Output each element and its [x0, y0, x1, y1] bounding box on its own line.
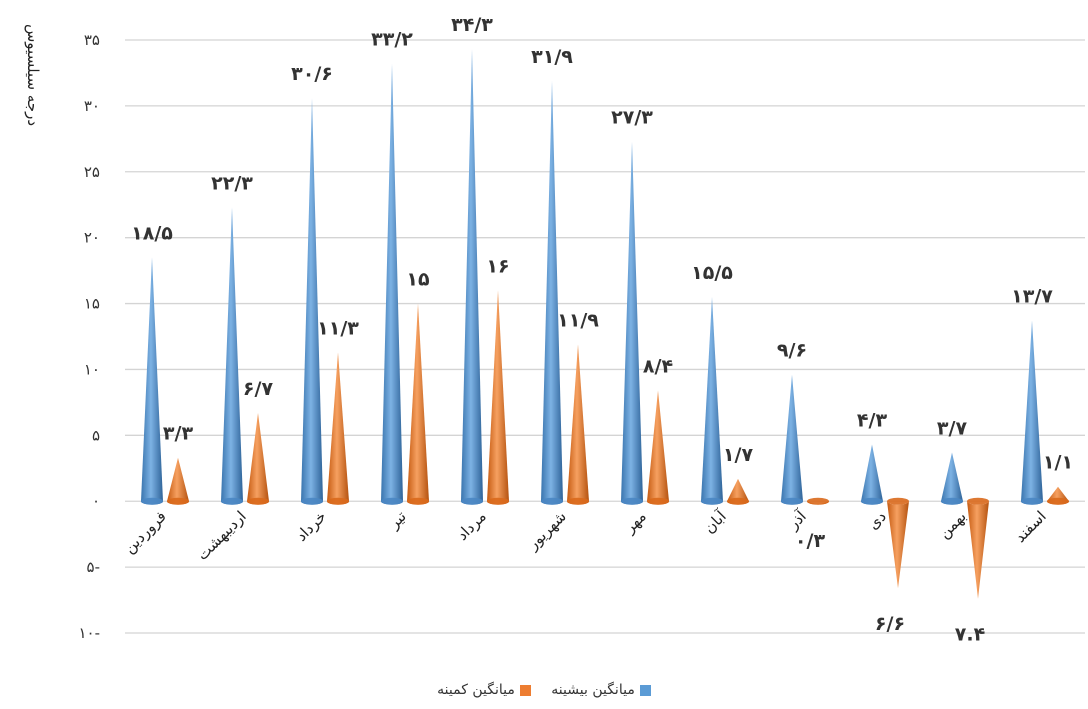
- min-temp-cone: [407, 303, 429, 505]
- max-temp-cone: [221, 207, 243, 505]
- min-temp-cone: [487, 290, 509, 505]
- max-data-label: ۳۱/۹: [531, 46, 573, 68]
- x-category-label: شهریور: [523, 507, 570, 554]
- y-tick-label: ۲۵: [84, 163, 100, 181]
- min-temp-cone: [567, 344, 589, 505]
- x-category-label: آبان: [700, 507, 730, 537]
- min-data-label: ۱/۷: [723, 444, 754, 466]
- legend-item-max: میانگین بیشینه: [551, 682, 651, 698]
- max-data-label: ۳/۷: [937, 417, 968, 439]
- min-temp-cone: [887, 497, 910, 589]
- max-data-label: ۲۲/۳: [211, 172, 253, 194]
- max-temp-cone: [861, 444, 883, 505]
- max-data-label: ۲۷/۳: [611, 106, 653, 128]
- min-data-label: ۰/۳: [795, 530, 826, 552]
- legend: میانگین بیشینه میانگین کمینه: [0, 682, 1088, 700]
- x-category-label: مرداد: [453, 507, 490, 544]
- x-category-label: اردیبهشت: [193, 507, 249, 563]
- y-tick-label: ۵: [92, 426, 100, 444]
- max-temp-cone: [701, 296, 723, 505]
- min-data-label: ۱۱/۹: [557, 309, 599, 331]
- y-tick-label: ۱۰-: [78, 624, 100, 642]
- max-temp-cone: [301, 97, 323, 505]
- max-data-label: ۱۳/۷: [1011, 286, 1053, 308]
- min-temp-cone: [1047, 486, 1069, 505]
- x-category-label: اسفند: [1011, 507, 1050, 546]
- max-data-label: ۱۸/۵: [131, 222, 173, 244]
- x-category-label: تیر: [384, 507, 409, 532]
- min-temp-cone: [167, 457, 189, 505]
- y-tick-label: ۳۰: [84, 97, 100, 115]
- min-data-label: ۱۵: [406, 269, 430, 291]
- y-tick-label: ۱۵: [84, 295, 100, 313]
- min-data-label: ۷.۴: [955, 624, 985, 646]
- max-temp-cone: [141, 257, 163, 505]
- x-category-label: فروردین: [120, 507, 170, 557]
- y-axis-title: درجه سیلسیوس: [24, 23, 42, 127]
- x-category-label: مهر: [620, 507, 650, 537]
- legend-item-min: میانگین کمینه: [437, 682, 531, 698]
- legend-swatch-max: [639, 684, 651, 696]
- y-tick-label: ۵-: [87, 558, 100, 576]
- min-data-label: ۸/۴: [643, 356, 673, 378]
- min-data-label: ۶/۶: [875, 613, 905, 635]
- min-temp-cone: [807, 497, 830, 506]
- min-data-label: ۳/۳: [163, 423, 194, 445]
- min-temp-cone: [327, 352, 349, 505]
- max-data-label: ۹/۶: [777, 340, 807, 362]
- y-tick-label: ۲۰: [84, 229, 100, 247]
- min-data-label: ۱۱/۳: [317, 317, 359, 339]
- max-data-label: ۱۵/۵: [691, 262, 733, 284]
- legend-label-max: میانگین بیشینه: [551, 682, 635, 698]
- y-tick-label: ۰: [92, 492, 100, 510]
- max-temp-cone: [1021, 320, 1043, 505]
- max-temp-cone: [541, 80, 563, 505]
- max-data-label: ۴/۳: [857, 410, 888, 432]
- max-temp-cone: [621, 141, 643, 505]
- max-temp-cone: [461, 49, 483, 505]
- min-temp-cone: [967, 497, 990, 599]
- min-data-label: ۱۶: [486, 255, 509, 277]
- x-category-label: دی: [864, 507, 890, 533]
- max-data-label: ۳۴/۳: [451, 14, 493, 36]
- min-temp-cone: [247, 412, 269, 505]
- min-temp-cone: [727, 478, 749, 505]
- max-temp-cone: [381, 63, 403, 505]
- max-data-label: ۳۰/۶: [291, 63, 333, 85]
- x-category-label: خرداد: [292, 507, 330, 545]
- legend-label-min: میانگین کمینه: [437, 682, 515, 698]
- max-temp-cone: [941, 452, 963, 505]
- legend-swatch-min: [519, 684, 531, 696]
- min-data-label: ۶/۷: [243, 378, 274, 400]
- max-data-label: ۳۳/۲: [371, 29, 413, 51]
- x-category-label: بهمن: [935, 507, 970, 542]
- min-data-label: ۱/۱: [1043, 452, 1073, 474]
- min-temp-cone: [647, 390, 669, 505]
- y-tick-label: ۱۰: [84, 360, 100, 378]
- y-tick-label: ۳۵: [84, 31, 100, 49]
- max-temp-cone: [781, 374, 803, 505]
